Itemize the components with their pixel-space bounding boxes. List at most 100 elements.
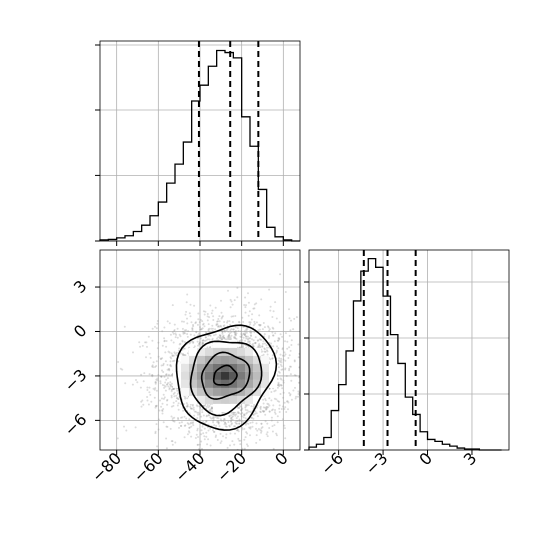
scatter-point (221, 411, 224, 414)
scatter-point (170, 385, 173, 388)
scatter-point (240, 409, 243, 412)
scatter-point (172, 332, 175, 335)
scatter-point (268, 410, 271, 413)
scatter-point (235, 429, 238, 432)
scatter-point (146, 389, 149, 391)
scatter-point (161, 409, 164, 412)
density-block (213, 363, 221, 372)
histogram-y-xtick-label: 0 (415, 449, 436, 470)
scatter-point (204, 336, 207, 339)
scatter-point (284, 437, 287, 440)
scatter-point (210, 327, 213, 330)
scatter-point (259, 408, 262, 410)
scatter-point (190, 425, 193, 428)
scatter-point (202, 432, 205, 435)
scatter-point (268, 410, 271, 413)
scatter-point (316, 358, 318, 360)
scatter-point (190, 407, 193, 410)
scatter-point (276, 386, 279, 389)
scatter-point (208, 414, 210, 417)
density-block (197, 395, 205, 404)
scatter-point (278, 411, 281, 413)
scatter-point (241, 334, 243, 337)
density-block (245, 355, 253, 364)
scatter-point (201, 341, 204, 344)
scatter-point (238, 419, 241, 422)
scatter-point (157, 374, 160, 376)
scatter-point (182, 409, 185, 412)
scatter-point (241, 426, 244, 429)
scatter-point (263, 333, 266, 336)
scatter-point (244, 332, 247, 334)
scatter-point (171, 373, 174, 376)
scatter-point (152, 361, 155, 364)
scatter-point (217, 421, 220, 424)
scatter-point (160, 375, 163, 378)
scatter-point (173, 329, 176, 331)
scatter-point (304, 381, 306, 383)
scatter-point (232, 315, 235, 318)
scatter-point (217, 336, 220, 339)
scatter-point (195, 331, 198, 334)
scatter-point (261, 350, 264, 353)
scatter-point (288, 346, 291, 349)
scatter-point (230, 411, 233, 414)
scatter-point (242, 321, 245, 323)
scatter-point (269, 305, 272, 308)
density-contour-inner (200, 351, 251, 400)
scatter-point (271, 354, 274, 357)
scatter-point (288, 334, 291, 337)
histogram-y-xtick-label: 3 (460, 449, 481, 470)
scatter-point (116, 437, 119, 440)
scatter-point (184, 313, 187, 316)
scatter-point (266, 406, 268, 408)
scatter-point (177, 417, 179, 419)
scatter-point (297, 343, 300, 346)
scatter-point (148, 386, 151, 389)
scatter-point (170, 405, 173, 408)
scatter-point (217, 421, 220, 424)
scatter-point (214, 328, 217, 331)
scatter-point (196, 411, 199, 414)
scatter-point (276, 421, 279, 424)
density-block (189, 387, 197, 396)
scatter-point (195, 433, 198, 436)
scatter-point (161, 344, 164, 347)
scatter-point (252, 307, 255, 310)
scatter-point (302, 385, 304, 387)
scatter-point (246, 443, 248, 446)
scatter-point (252, 405, 255, 408)
scatter-point (234, 331, 237, 333)
scatter-point (185, 417, 188, 420)
scatter-point (178, 347, 181, 350)
scatter-point (123, 425, 125, 428)
scatter-point (219, 324, 222, 327)
density-block (197, 387, 205, 396)
scatter-point (238, 406, 241, 409)
scatter-point (317, 397, 319, 399)
scatter-point (186, 405, 189, 408)
scatter-point (281, 354, 284, 357)
scatter-point (239, 330, 242, 333)
scatter-point (257, 329, 260, 332)
scatter-point (257, 339, 260, 342)
scatter-point (201, 408, 204, 411)
scatter-point (231, 303, 234, 306)
density-contour-core (212, 364, 238, 386)
scatter-point (261, 342, 264, 345)
scatter-point (233, 443, 236, 446)
scatter-point (160, 375, 163, 378)
scatter-point (168, 368, 171, 371)
scatter-point (180, 425, 183, 427)
scatter-point (301, 370, 303, 372)
scatter-point (188, 431, 191, 434)
density-block (205, 387, 213, 396)
scatter-point (189, 405, 192, 408)
scatter-density-panel: −80 −60 −40 −20 0 −6 −3 0 3 (60, 249, 319, 486)
scatter-point (151, 364, 154, 367)
scatter-point (284, 340, 286, 343)
scatter-point (209, 416, 212, 419)
scatter-point (246, 411, 249, 414)
scatter-point (138, 341, 141, 344)
scatter-point (250, 332, 252, 334)
